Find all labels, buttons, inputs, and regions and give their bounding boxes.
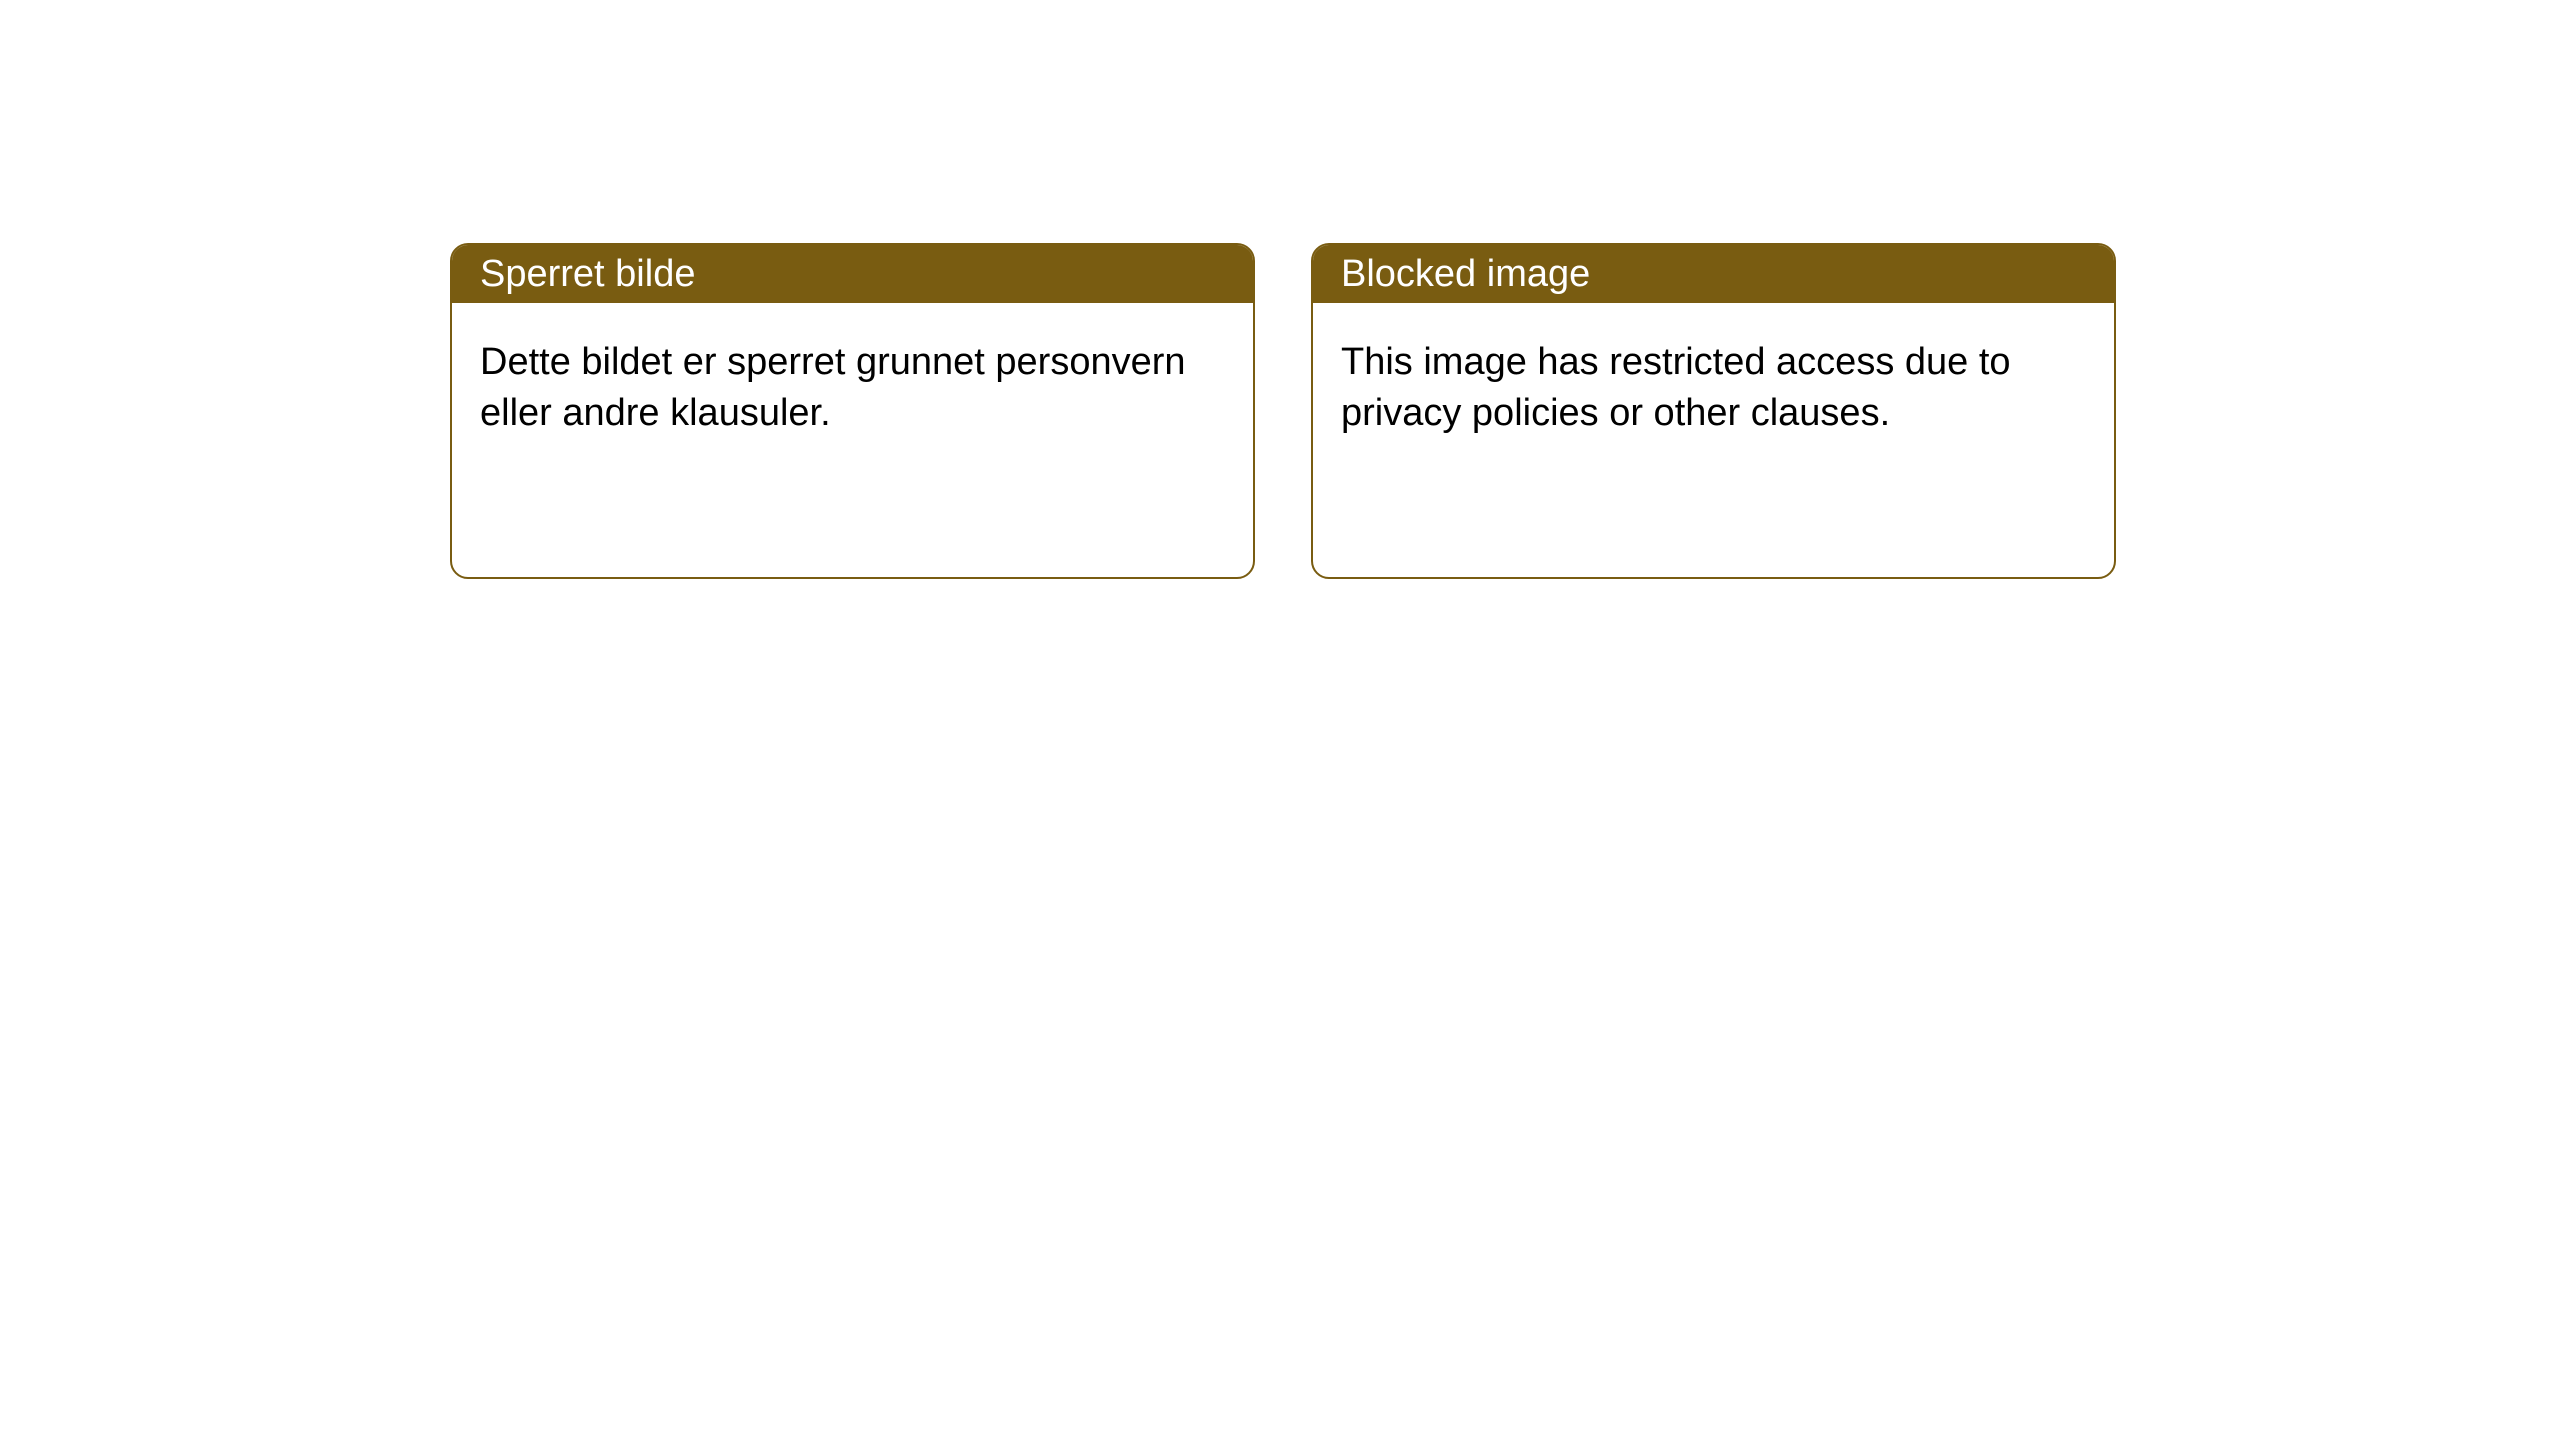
panel-header: Blocked image <box>1313 245 2114 303</box>
panel-header: Sperret bilde <box>452 245 1253 303</box>
notice-panel-norwegian: Sperret bilde Dette bildet er sperret gr… <box>450 243 1255 579</box>
notice-container: Sperret bilde Dette bildet er sperret gr… <box>0 0 2560 579</box>
notice-panel-english: Blocked image This image has restricted … <box>1311 243 2116 579</box>
panel-body: This image has restricted access due to … <box>1313 303 2114 474</box>
panel-body: Dette bildet er sperret grunnet personve… <box>452 303 1253 474</box>
